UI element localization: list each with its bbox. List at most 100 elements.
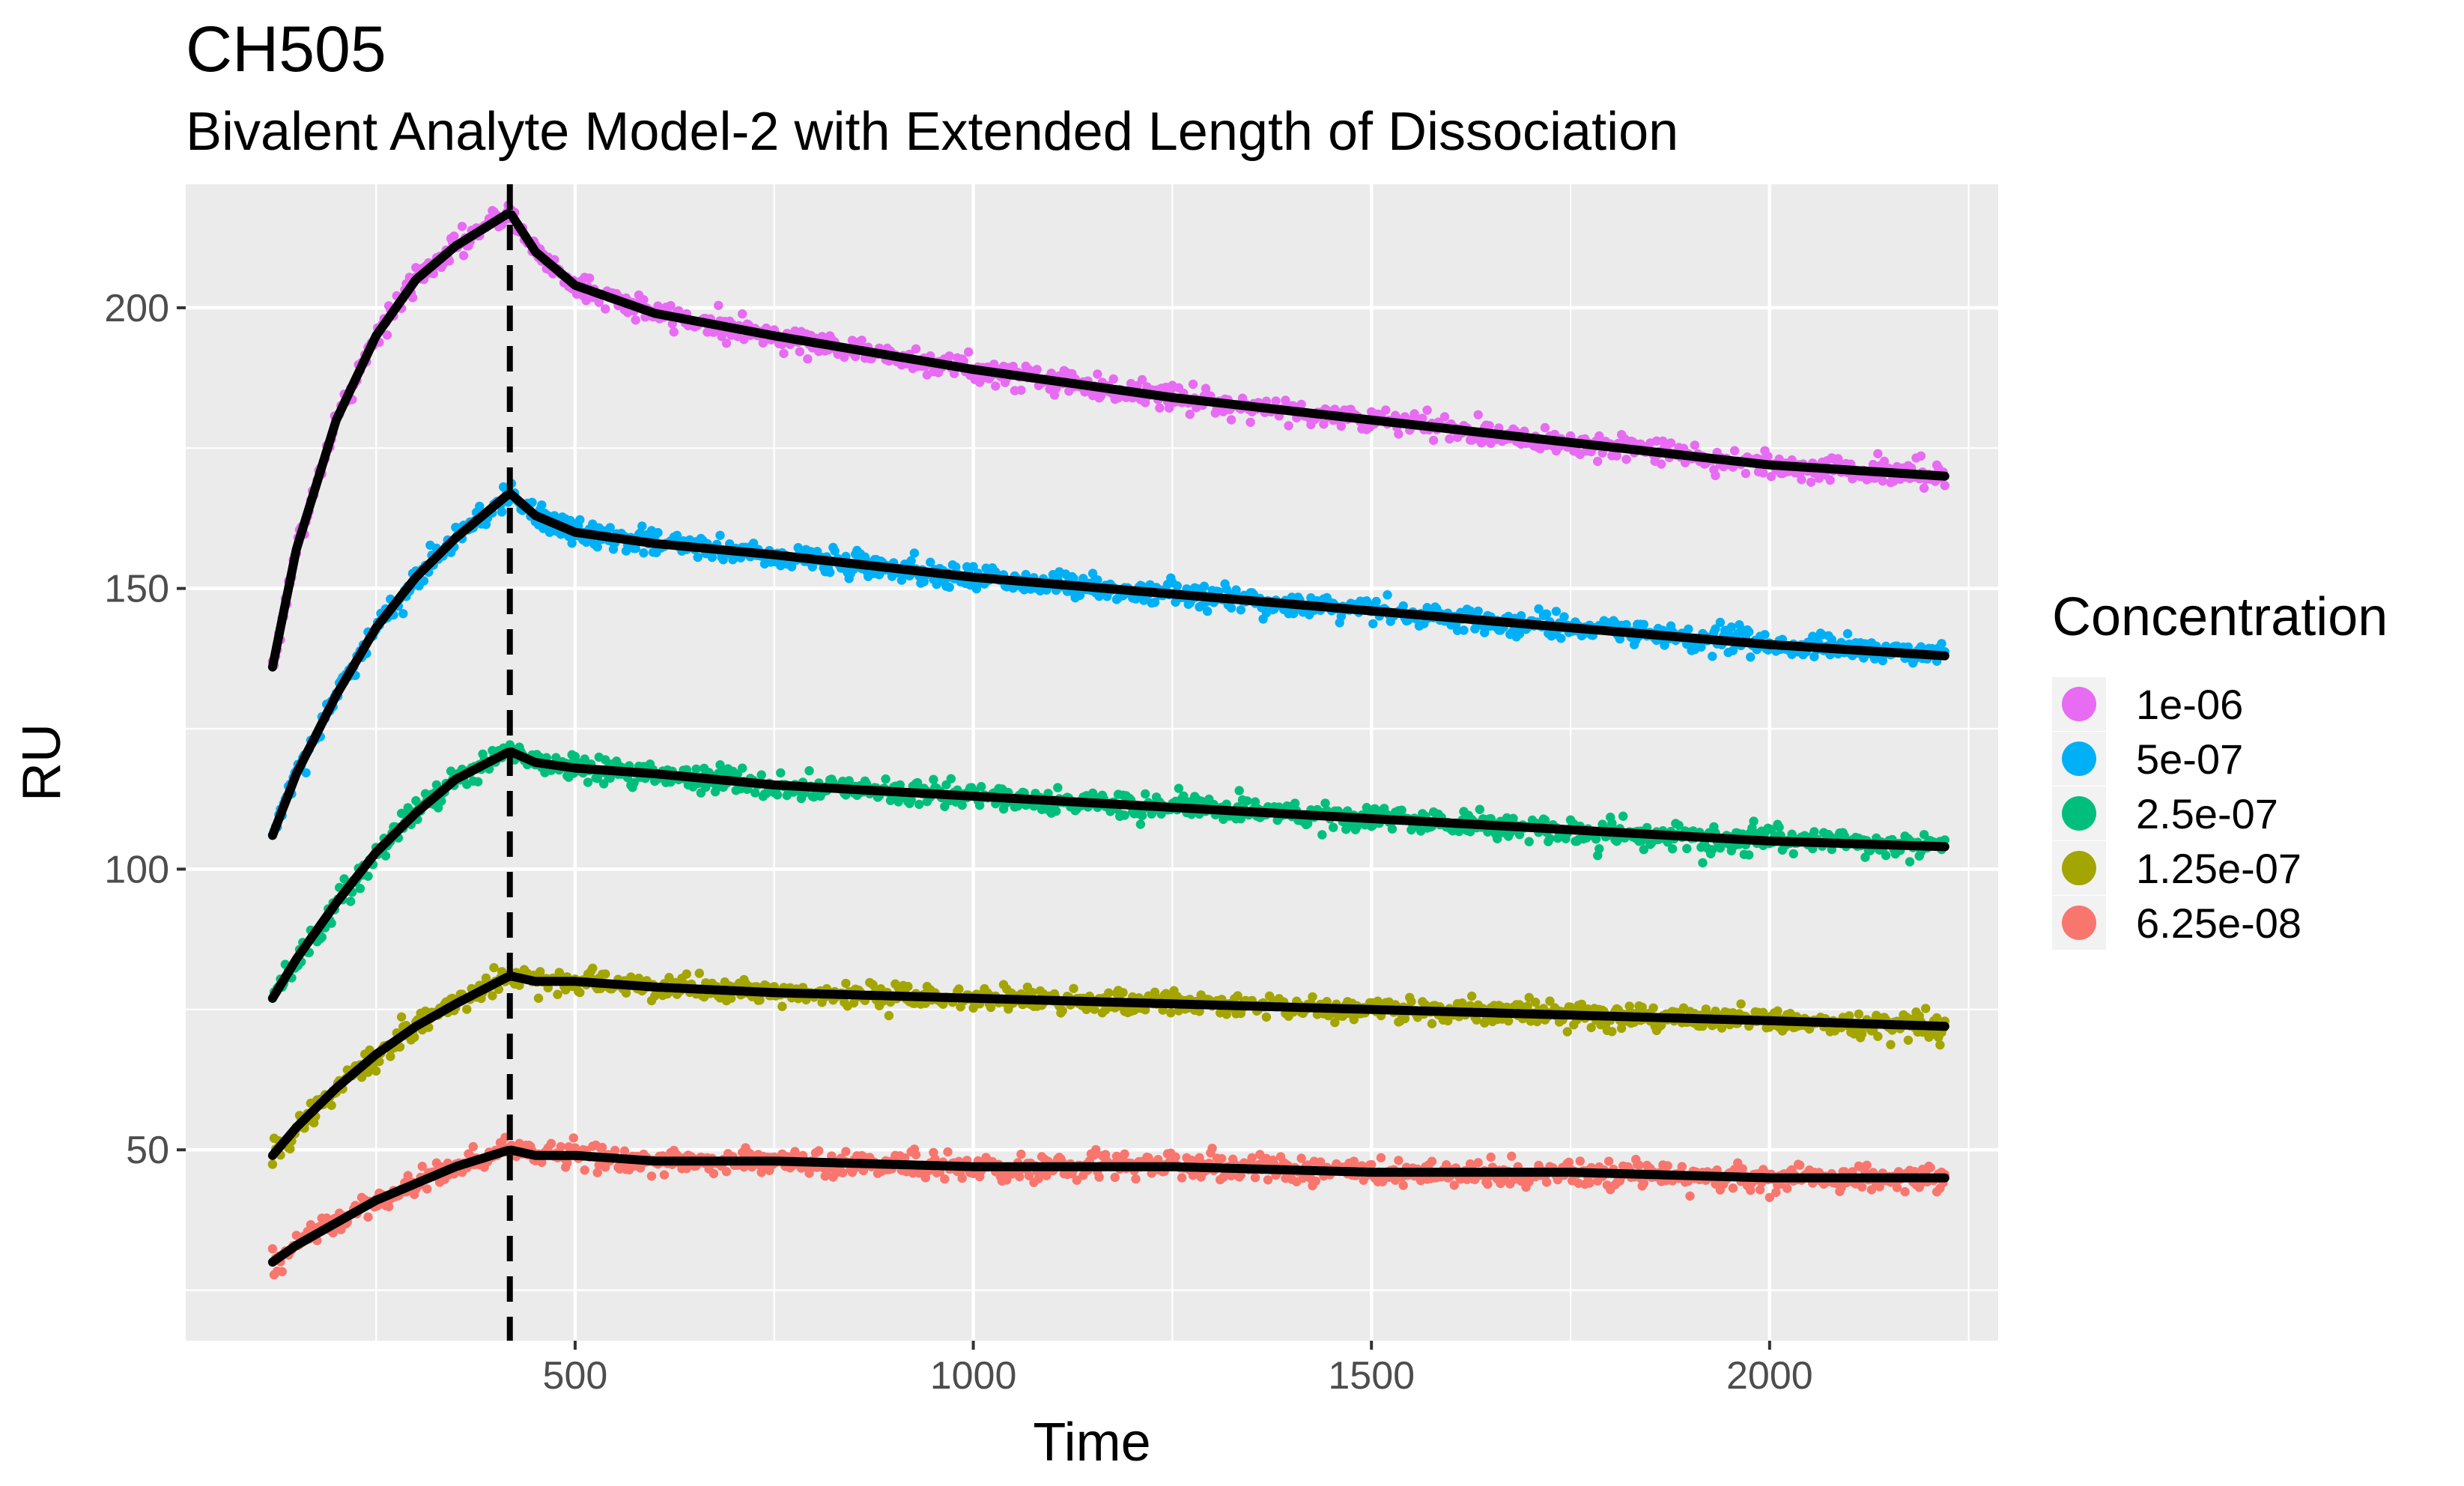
data-point <box>1247 1153 1257 1163</box>
data-point <box>694 968 704 978</box>
data-point <box>896 575 907 585</box>
data-point <box>1226 603 1236 613</box>
data-point <box>380 851 391 861</box>
data-point <box>714 300 723 310</box>
data-point <box>1666 438 1676 448</box>
data-point <box>386 1052 395 1061</box>
data-point <box>1607 1027 1617 1037</box>
data-point <box>1093 369 1102 379</box>
data-point <box>1806 477 1816 487</box>
data-point <box>964 347 974 357</box>
data-point <box>629 777 639 788</box>
data-point <box>1541 609 1552 619</box>
data-point <box>1394 1156 1404 1165</box>
data-point <box>974 801 985 810</box>
data-point <box>795 347 805 357</box>
data-point <box>567 539 577 548</box>
data-point <box>1937 639 1946 649</box>
data-point <box>841 1147 851 1156</box>
data-point <box>583 777 593 787</box>
data-point <box>943 1147 953 1157</box>
data-point <box>1398 1180 1408 1190</box>
data-point <box>666 300 676 311</box>
data-point <box>1639 619 1648 629</box>
data-point <box>462 1004 472 1014</box>
data-point <box>1763 452 1773 461</box>
data-point <box>1473 410 1483 419</box>
data-point <box>1177 1173 1187 1183</box>
data-point <box>639 295 649 305</box>
data-point <box>599 779 609 789</box>
chart-subtitle: Bivalent Analyte Model-2 with Extended L… <box>186 102 1678 162</box>
data-point <box>1261 1012 1272 1022</box>
data-point <box>631 315 640 325</box>
data-point <box>914 799 924 810</box>
data-point <box>949 369 959 378</box>
data-point <box>1473 1158 1483 1168</box>
data-point <box>1774 822 1784 832</box>
data-point <box>637 521 647 531</box>
data-point <box>1013 801 1023 811</box>
data-point <box>1150 597 1160 607</box>
data-point <box>803 354 813 364</box>
data-point <box>1284 421 1293 431</box>
data-point <box>895 780 905 790</box>
data-point <box>1760 630 1770 640</box>
data-point <box>1459 625 1469 635</box>
data-point <box>605 773 615 783</box>
data-point <box>940 1174 950 1184</box>
data-point <box>1886 1040 1896 1049</box>
data-point <box>1684 624 1693 634</box>
data-point <box>1032 365 1042 374</box>
data-point <box>1203 606 1213 616</box>
data-point <box>838 1168 848 1177</box>
data-point <box>1559 612 1569 622</box>
data-point <box>277 1267 287 1277</box>
data-point <box>497 507 507 517</box>
data-point <box>1879 456 1890 467</box>
data-point <box>929 774 938 784</box>
data-point <box>1069 574 1078 583</box>
data-point <box>1746 652 1756 662</box>
data-point <box>708 1168 719 1179</box>
data-point <box>1362 596 1372 606</box>
data-point <box>605 523 615 533</box>
data-point <box>1155 403 1165 413</box>
data-point <box>1439 412 1450 422</box>
data-point <box>1711 470 1720 481</box>
data-point <box>1034 1174 1044 1183</box>
data-point <box>1935 1040 1945 1050</box>
data-point <box>1311 1176 1321 1186</box>
data-point <box>968 562 978 571</box>
data-point <box>715 530 725 540</box>
data-point <box>1621 455 1631 464</box>
data-point <box>1104 988 1114 998</box>
data-point <box>868 980 878 989</box>
data-point <box>1905 857 1915 867</box>
data-point <box>1870 654 1880 664</box>
data-point <box>1486 1152 1496 1162</box>
data-point <box>398 609 408 619</box>
data-point <box>1473 606 1483 616</box>
data-point <box>267 1244 278 1254</box>
data-point <box>1531 997 1541 1007</box>
data-point <box>580 1165 589 1175</box>
data-point <box>944 351 954 361</box>
data-point <box>830 546 840 556</box>
data-point <box>1484 421 1494 431</box>
data-point <box>653 527 663 538</box>
data-point <box>631 543 640 554</box>
data-point <box>1242 796 1252 806</box>
data-point <box>1744 850 1754 860</box>
data-point <box>639 548 649 558</box>
data-point <box>553 989 562 999</box>
data-point <box>1445 434 1454 444</box>
data-point <box>533 993 544 1003</box>
data-point <box>1166 1008 1176 1018</box>
data-point <box>776 768 786 778</box>
data-point <box>672 530 682 540</box>
data-point <box>1069 983 1078 994</box>
data-point <box>489 962 499 973</box>
data-point <box>1744 627 1754 637</box>
